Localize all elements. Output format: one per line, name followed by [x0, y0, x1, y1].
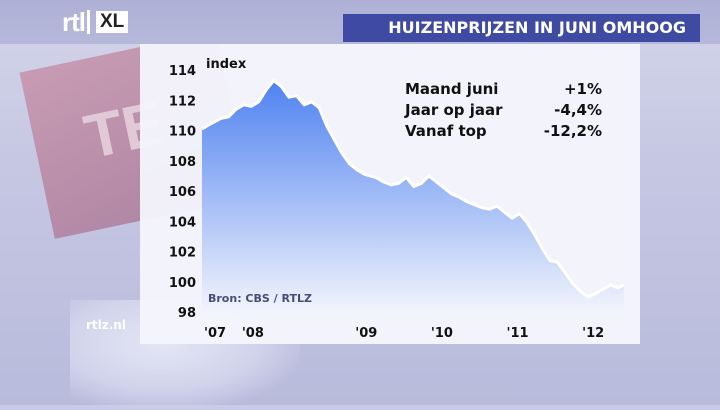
- y-tick-label: 106: [169, 185, 196, 200]
- y-tick-label: 110: [169, 125, 196, 140]
- y-tick-label: 114: [169, 64, 196, 79]
- channel-logo: rtl XL: [62, 6, 129, 37]
- series-line: [201, 79, 625, 299]
- annotation-value: -4,4%: [554, 101, 602, 119]
- y-tick-label: 108: [169, 155, 196, 170]
- y-axis-label: index: [206, 57, 247, 72]
- x-tick-label: '08: [242, 326, 264, 341]
- x-tick-label: '12: [582, 326, 604, 341]
- logo-badge: XL: [96, 11, 129, 33]
- page-title: HUIZENPRIJZEN IN JUNI OMHOOG: [343, 14, 700, 42]
- x-tick-label: '07: [204, 326, 226, 341]
- x-tick-label: '11: [507, 326, 529, 341]
- y-tick-label: 98: [178, 306, 196, 321]
- annotation-label: Vanaf top: [405, 122, 487, 140]
- area-fill: [202, 80, 624, 312]
- price-index-chart: 98 100 102 104 106 108 110 112 114 '07 '08 '09 '10 '…: [169, 57, 625, 341]
- source-label: Bron: CBS / RTLZ: [208, 292, 312, 305]
- annotation-label: Maand juni: [405, 80, 498, 98]
- logo-divider: [87, 10, 90, 34]
- chart-panel: 98 100 102 104 106 108 110 112 114 '07 '08 '09 '10 '…: [140, 44, 640, 344]
- annotation-value: -12,2%: [544, 122, 602, 140]
- y-tick-label: 104: [169, 215, 196, 230]
- watermark-text: rtlz.nl: [86, 318, 126, 332]
- y-tick-label: 102: [169, 246, 196, 261]
- x-tick-label: '09: [355, 326, 377, 341]
- y-tick-label: 112: [169, 94, 196, 109]
- y-tick-label: 100: [169, 276, 196, 291]
- x-tick-label: '10: [431, 326, 453, 341]
- annotation-value: +1%: [564, 80, 602, 98]
- annotation-label: Jaar op jaar: [404, 101, 503, 119]
- logo-main-text: rtl: [62, 6, 86, 37]
